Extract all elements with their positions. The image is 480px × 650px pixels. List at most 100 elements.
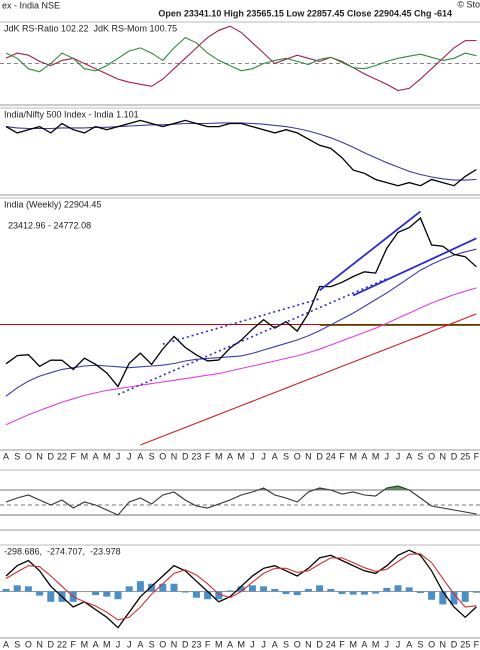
trend-line — [352, 237, 477, 297]
histogram-bar — [24, 586, 32, 592]
x-tick-label: D — [451, 639, 458, 649]
x-tick-label: J — [385, 451, 390, 461]
histogram-bar — [92, 591, 100, 596]
histogram-bar — [372, 591, 380, 594]
histogram-bar — [349, 591, 357, 595]
histogram-bar — [204, 591, 212, 600]
series-line — [5, 287, 477, 426]
x-tick-label: N — [440, 639, 447, 649]
x-tick-label: O — [159, 451, 166, 461]
histogram-bar — [450, 591, 458, 605]
x-tick-label: S — [14, 451, 20, 461]
histogram-bar — [472, 591, 480, 593]
histogram-bar — [428, 591, 436, 600]
histogram-bar — [338, 591, 346, 595]
x-tick-label: F — [70, 451, 76, 461]
x-tick-label: A — [93, 451, 99, 461]
x-tick-label: N — [171, 451, 178, 461]
x-tick-label: M — [103, 451, 111, 461]
x-tick-label: M — [349, 639, 357, 649]
x-tick-label: S — [417, 451, 423, 461]
trend-line — [162, 298, 320, 345]
x-tick-label: M — [81, 451, 89, 461]
histogram-bar — [181, 591, 189, 593]
x-tick-label: O — [294, 451, 301, 461]
x-tick-label: A — [406, 451, 412, 461]
histogram-bar — [226, 590, 234, 592]
x-tick-label: J — [127, 451, 132, 461]
x-tick-label: A — [137, 639, 143, 649]
histogram-bar — [271, 588, 279, 592]
legend-entry: JdK RS-Mom 100.75 — [94, 23, 178, 33]
x-tick-label: A — [3, 639, 9, 649]
x-tick-label: A — [93, 639, 99, 649]
histogram-bar — [125, 586, 133, 592]
x-tick-label: D — [451, 451, 458, 461]
x-tick-label: 23 — [191, 639, 201, 649]
x-tick-label: S — [417, 639, 423, 649]
x-tick-label: A — [137, 451, 143, 461]
histogram-bar — [461, 591, 469, 602]
legend-entry: -274.707, — [47, 546, 85, 556]
x-tick-label: J — [250, 639, 255, 649]
series-line — [5, 25, 477, 92]
series-line — [140, 313, 477, 446]
histogram-bar — [360, 591, 368, 595]
x-tick-label: N — [36, 639, 43, 649]
x-tick-label: M — [237, 639, 245, 649]
x-tick-label: N — [305, 639, 312, 649]
x-tick-label: 25 — [460, 639, 470, 649]
x-tick-label: A — [361, 639, 367, 649]
x-tick-label: J — [396, 451, 401, 461]
histogram-bar — [416, 591, 424, 594]
x-tick-label: F — [339, 451, 345, 461]
histogram-bar — [47, 591, 55, 602]
x-tick-label: S — [149, 451, 155, 461]
x-tick-label: J — [385, 639, 390, 649]
histogram-bar — [327, 588, 335, 592]
histogram-bar — [304, 588, 312, 592]
histogram-bar — [439, 591, 447, 605]
x-tick-label: M — [81, 639, 89, 649]
x-tick-label: F — [474, 451, 480, 461]
x-tick-label: A — [272, 451, 278, 461]
panel-subtitle: 23412.96 - 24772.08 — [8, 220, 91, 230]
histogram-bar — [237, 586, 245, 592]
chart-title: ex - India NSE — [2, 0, 60, 10]
x-tick-label: D — [48, 451, 55, 461]
series-line — [5, 485, 477, 516]
x-tick-label: M — [372, 639, 380, 649]
x-tick-label: F — [70, 639, 76, 649]
series-line — [5, 216, 477, 388]
histogram-bar — [383, 587, 391, 592]
quote: Open 23341.10 High 23565.15 Low 22857.45… — [158, 8, 452, 18]
x-tick-label: O — [294, 639, 301, 649]
histogram-bar — [13, 585, 21, 592]
x-tick-label: S — [14, 639, 20, 649]
x-tick-label: A — [3, 451, 9, 461]
histogram-bar — [103, 591, 111, 597]
histogram-bar — [36, 591, 44, 596]
panel-title: India/Nifty 500 Index - India 1.101 — [4, 109, 139, 119]
histogram-bar — [114, 591, 122, 600]
trend-line — [117, 277, 388, 396]
x-tick-label: M — [215, 639, 223, 649]
x-tick-label: N — [440, 451, 447, 461]
x-tick-label: M — [103, 639, 111, 649]
x-tick-label: D — [182, 451, 189, 461]
histogram-bar — [316, 585, 324, 592]
x-tick-label: 25 — [460, 451, 470, 461]
x-tick-label: J — [127, 639, 132, 649]
x-tick-label: 24 — [326, 639, 336, 649]
x-tick-label: O — [428, 451, 435, 461]
histogram-bar — [293, 591, 301, 596]
panel-title: India (Weekly) 22904.45 — [4, 199, 101, 209]
legend-entry: JdK RS-Ratio 102.22 — [4, 23, 89, 33]
x-tick-label: M — [215, 451, 223, 461]
x-tick-label: 22 — [57, 639, 67, 649]
x-tick-label: D — [182, 639, 189, 649]
x-tick-label: J — [261, 639, 266, 649]
x-tick-label: M — [349, 451, 357, 461]
x-tick-label: A — [227, 639, 233, 649]
